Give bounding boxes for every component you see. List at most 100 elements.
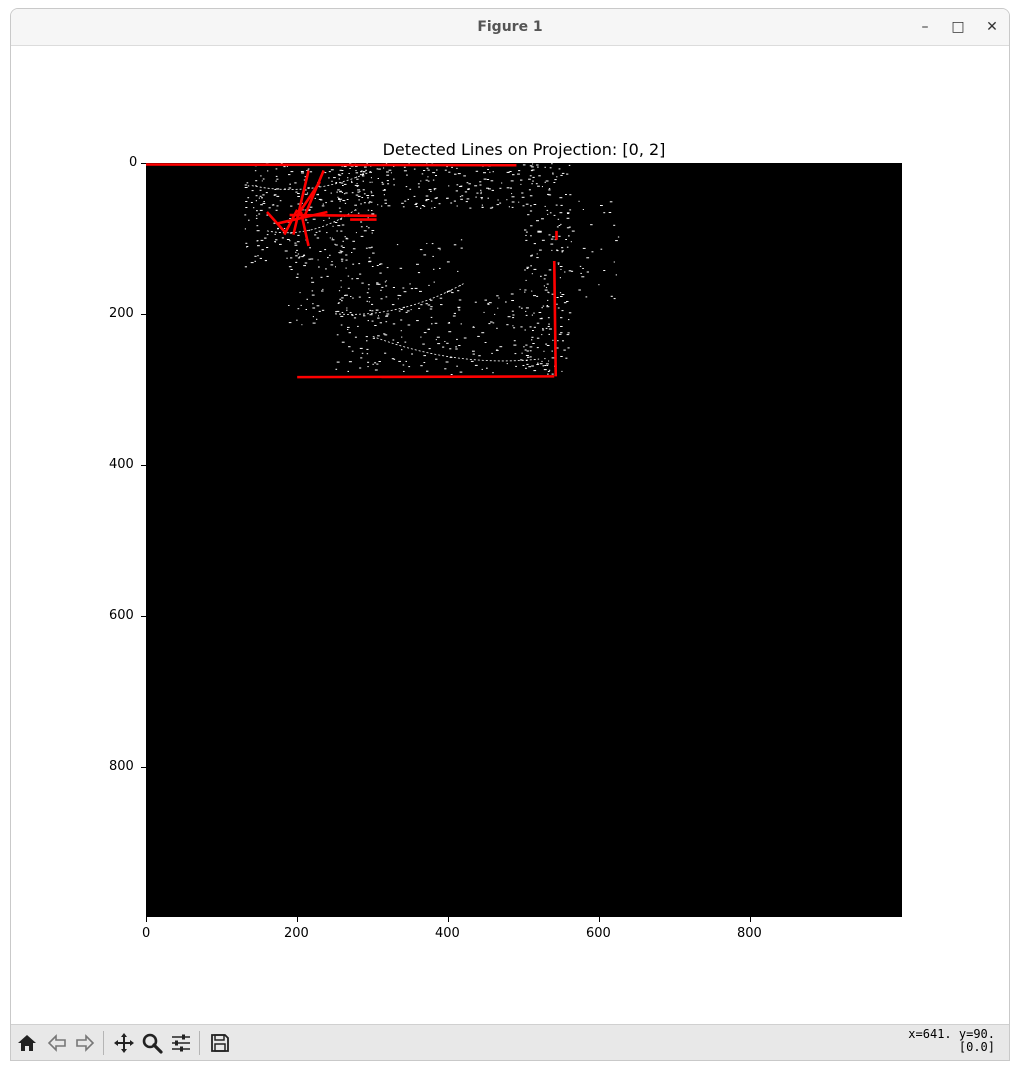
edge-point <box>328 171 331 173</box>
edge-point <box>326 232 328 234</box>
edge-point <box>435 339 437 341</box>
edge-point <box>288 266 292 268</box>
edge-point <box>560 296 563 297</box>
edge-point <box>541 186 543 188</box>
edge-point <box>379 264 381 265</box>
edge-point <box>426 370 429 372</box>
edge-point <box>613 261 615 263</box>
edge-point <box>331 239 335 241</box>
edge-point <box>615 240 618 242</box>
minimize-button[interactable]: – <box>915 17 935 37</box>
edge-point <box>338 178 340 180</box>
edge-point <box>377 283 381 285</box>
edge-point <box>400 330 402 332</box>
back-button[interactable] <box>44 1030 70 1056</box>
edge-point <box>259 195 262 197</box>
edge-point <box>444 341 446 342</box>
save-button[interactable] <box>207 1030 233 1056</box>
coords-value: [0.0] <box>958 1040 995 1054</box>
edge-point <box>467 189 470 190</box>
edge-point <box>566 246 569 248</box>
edge-point <box>261 180 263 182</box>
edge-point <box>522 205 525 207</box>
edge-point <box>507 316 511 318</box>
edge-point <box>464 191 468 193</box>
edge-point <box>525 344 528 346</box>
edge-point <box>402 206 405 208</box>
pan-button[interactable] <box>111 1030 137 1056</box>
title-bar[interactable]: Figure 1 – □ ✕ <box>11 9 1009 46</box>
edge-point <box>531 254 533 256</box>
edge-point <box>436 336 440 338</box>
plot-axes[interactable] <box>146 163 902 917</box>
edge-point <box>523 346 525 348</box>
edge-point <box>563 302 567 304</box>
edge-point <box>533 243 536 245</box>
window-title: Figure 1 <box>477 19 543 35</box>
edge-point <box>363 230 367 232</box>
edge-point <box>511 310 514 312</box>
configure-subplots-button[interactable] <box>168 1030 194 1056</box>
edge-point <box>548 189 551 191</box>
edge-point <box>375 309 378 311</box>
edge-point <box>366 353 369 355</box>
x-tick-mark <box>599 917 600 922</box>
edge-point <box>510 293 514 295</box>
edge-point <box>536 220 539 222</box>
edge-point <box>567 332 570 334</box>
edge-point <box>339 200 341 202</box>
edge-point <box>526 350 529 352</box>
edge-point <box>613 298 616 300</box>
edge-point <box>316 305 320 307</box>
edge-point <box>546 345 550 346</box>
edge-point <box>457 290 460 292</box>
edge-point <box>354 204 357 206</box>
edge-point <box>312 303 314 305</box>
edge-point <box>559 277 561 279</box>
edge-point <box>341 300 343 302</box>
edge-point <box>539 230 542 232</box>
edge-point <box>355 232 357 234</box>
edge-point <box>360 235 364 237</box>
edge-point <box>359 190 361 192</box>
edge-point <box>396 244 399 246</box>
maximize-button[interactable]: □ <box>948 17 968 37</box>
edge-point <box>561 294 565 295</box>
edge-point <box>463 175 466 177</box>
save-icon <box>211 1034 229 1052</box>
edge-point <box>351 192 354 194</box>
home-button[interactable] <box>14 1030 40 1056</box>
edge-point <box>556 303 558 305</box>
edge-point <box>409 188 412 190</box>
edge-point <box>552 172 554 174</box>
edge-point <box>346 307 348 309</box>
edge-point <box>548 333 550 335</box>
forward-button[interactable] <box>72 1030 98 1056</box>
edge-point <box>331 261 333 263</box>
edge-point <box>506 171 510 173</box>
edge-point <box>346 309 348 311</box>
edge-point <box>567 213 570 214</box>
edge-point <box>480 189 482 191</box>
figure-canvas[interactable]: Detected Lines on Projection: [0, 2] 0 2… <box>11 46 1009 1026</box>
edge-point <box>295 251 297 253</box>
edge-point <box>553 214 556 216</box>
edge-point <box>520 183 522 185</box>
edge-point <box>339 211 342 213</box>
close-button[interactable]: ✕ <box>982 17 1002 37</box>
edge-point <box>539 249 542 251</box>
zoom-button[interactable] <box>139 1030 165 1056</box>
edge-point <box>600 205 603 206</box>
edge-point <box>390 172 392 174</box>
edge-point <box>383 333 386 335</box>
edge-point <box>402 287 405 289</box>
edge-point <box>297 234 300 236</box>
edge-point <box>329 237 331 239</box>
edge-point <box>342 185 344 186</box>
edge-point <box>345 238 349 240</box>
edge-point <box>309 206 313 208</box>
edge-point <box>448 322 450 323</box>
edge-point <box>531 290 533 292</box>
edge-point <box>566 334 570 336</box>
edge-point <box>546 365 549 366</box>
